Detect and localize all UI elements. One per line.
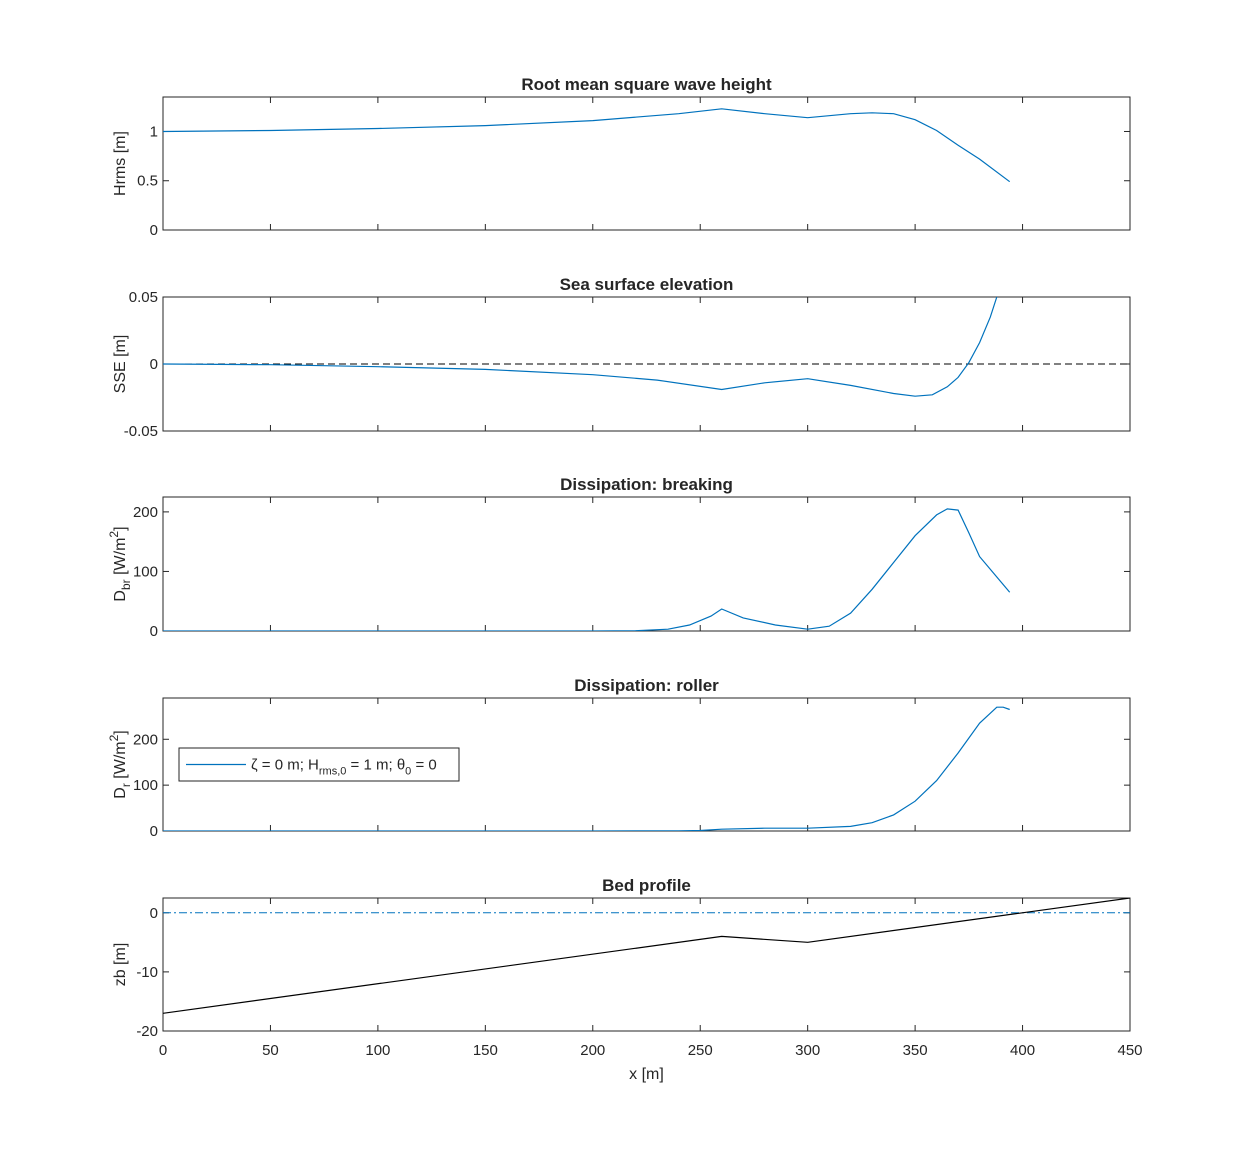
legend: ζ = 0 m; Hrms,0 = 1 m; θ0 = 0: [178, 747, 460, 782]
y-tick-label: 200: [133, 731, 158, 748]
subplot-4: 0 100 200 Dissipation: roller Dr [W/m2] ζ = 0…: [107, 676, 1131, 840]
subplot-1: 0 0.5 1 Root mean square wave height Hrms [m…: [112, 75, 1131, 239]
x-tick-label: 100: [365, 1042, 390, 1059]
y-tick-label: 0: [150, 356, 158, 373]
chart-title: Bed profile: [602, 876, 691, 895]
y-axis-label: Hrms [m]: [112, 131, 129, 196]
axes-box: [162, 496, 1131, 632]
series-line-1: [163, 297, 998, 397]
y-tick-label: 200: [133, 504, 158, 521]
chart-title: Root mean square wave height: [521, 75, 772, 94]
x-axis-label: x [m]: [629, 1066, 664, 1083]
chart-title: Dissipation: roller: [574, 676, 719, 695]
y-label-main: D: [112, 590, 129, 602]
legend-text-part: = 0: [411, 757, 436, 774]
y-axis-label: Dr [W/m2]: [107, 730, 133, 798]
series-line-1: [163, 898, 1130, 1014]
y-axis-label: SSE [m]: [112, 335, 129, 394]
x-tick-label: 350: [903, 1042, 928, 1059]
y-label-unit: [W/m: [112, 741, 129, 783]
legend-text-part: rms,0: [319, 766, 347, 778]
y-axis-label: zb [m]: [112, 943, 129, 987]
y-tick-label: 0: [150, 905, 158, 922]
y-label-superscript: 2: [107, 734, 121, 741]
y-label-unit: [W/m: [112, 538, 129, 580]
x-tick-label: 200: [580, 1042, 605, 1059]
x-tick-label: 250: [688, 1042, 713, 1059]
y-tick-label: 0.05: [129, 289, 158, 306]
y-label-close: ]: [112, 730, 129, 734]
y-label-subscript: br: [119, 579, 133, 590]
y-label-subscript: r: [119, 783, 133, 787]
legend-text-part: = 1 m; θ: [346, 757, 405, 774]
series-line-1: [163, 508, 1011, 631]
subplot-3: 0 100 200 Dissipation: breaking Dbr [W/m2]: [107, 475, 1131, 640]
y-tick-label: 0: [150, 623, 158, 640]
subplot-2: -0.05 0 0.05 Sea surface elevation SSE [m]: [112, 275, 1131, 440]
y-tick-label: -20: [136, 1023, 158, 1040]
y-tick-label: 100: [133, 563, 158, 580]
legend-entry: ζ = 0 m; Hrms,0 = 1 m; θ0 = 0: [251, 757, 437, 778]
y-axis-label: Dbr [W/m2]: [107, 526, 133, 601]
legend-text-part: 0: [405, 766, 411, 778]
x-tick-label: 400: [1010, 1042, 1035, 1059]
series-line-1: [163, 108, 1011, 183]
chart-title: Sea surface elevation: [560, 275, 734, 294]
x-tick-label: 450: [1117, 1042, 1142, 1059]
y-label-superscript: 2: [107, 531, 121, 538]
legend-text-part: ζ = 0 m; H: [251, 757, 319, 774]
series-line-1: [163, 706, 1010, 831]
x-tick-label: 300: [795, 1042, 820, 1059]
x-tick-label: 150: [473, 1042, 498, 1059]
y-tick-label: -10: [136, 964, 158, 981]
x-tick-label: 50: [262, 1042, 279, 1059]
y-tick-label: 0: [150, 222, 158, 239]
y-label-close: ]: [112, 526, 129, 530]
subplot-5: 0 50 100 150 200 250 300 350 400 450 -20 -10 0 Bed pr…: [112, 876, 1143, 1083]
y-tick-label: 1: [150, 123, 158, 140]
y-tick-label: 0.5: [137, 173, 158, 190]
y-tick-label: 100: [133, 777, 158, 794]
chart-title: Dissipation: breaking: [560, 475, 733, 494]
y-label-main: D: [112, 787, 129, 799]
axes-box: [162, 96, 1131, 231]
x-tick-label: 0: [159, 1042, 167, 1059]
y-tick-label: -0.05: [124, 423, 158, 440]
y-tick-label: 0: [150, 823, 158, 840]
